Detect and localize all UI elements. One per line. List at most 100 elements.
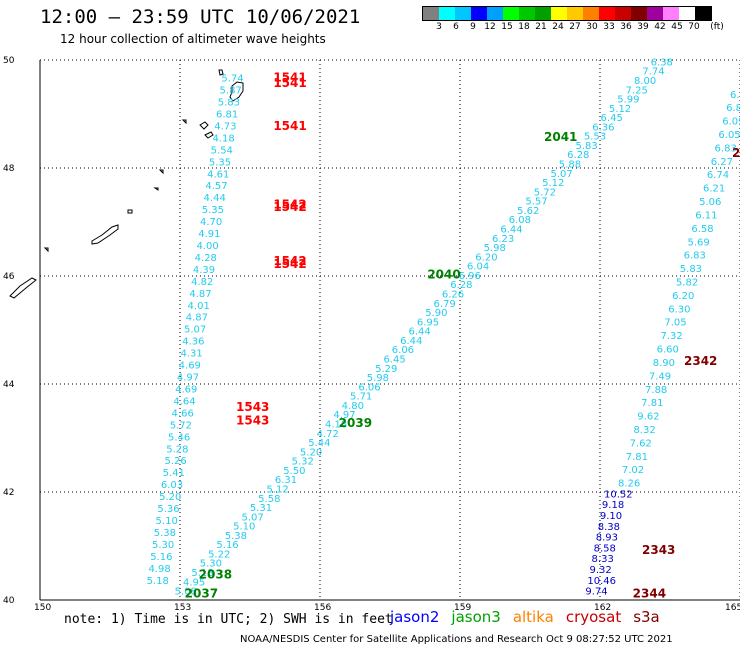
- wave-height-value: 5.88: [559, 160, 581, 171]
- wave-height-value: 5.08: [175, 587, 197, 598]
- wave-height-value: 7.02: [622, 465, 644, 476]
- wave-height-value: 9.62: [637, 412, 659, 423]
- wave-height-value: 8.33: [592, 554, 614, 565]
- wave-height-value: 4.36: [182, 337, 204, 348]
- wave-height-value: 5.74: [221, 74, 243, 85]
- wave-height-value: 10.46: [587, 576, 616, 587]
- axis-labels: 50 48 46 44 42 40 150 153 156 159 162 165: [3, 56, 740, 613]
- wave-height-value: 4.18: [212, 133, 234, 144]
- wave-height-value: 4.28: [195, 253, 217, 264]
- lon-label: 153: [174, 603, 191, 613]
- wave-height-value: 5.18: [147, 576, 169, 587]
- legend-label: 15: [501, 22, 513, 32]
- wave-height-value: 4.00: [196, 241, 218, 252]
- coastline: [9, 69, 244, 299]
- wave-height-value: 5.82: [676, 277, 698, 288]
- footer-note: note: 1) Time is in UTC; 2) SWH is in fe…: [64, 612, 393, 627]
- wave-height-value: 8.32: [633, 425, 655, 436]
- satellite-jason3: jason3: [451, 608, 501, 626]
- color-legend: [422, 6, 712, 21]
- lon-label: 162: [594, 603, 611, 613]
- wave-height-value: 4.31: [180, 349, 202, 360]
- wave-height-value: 5.99: [617, 95, 639, 106]
- wave-height-value: 5.30: [152, 540, 174, 551]
- wave-height-value: 5.07: [550, 169, 572, 180]
- wave-height-value: 6.06: [358, 382, 380, 393]
- wave-height-value: 5.35: [209, 157, 231, 168]
- satellite-altika: altika: [512, 608, 554, 626]
- wave-height-value: 9.74: [585, 587, 607, 598]
- wave-height-value: 6.31: [275, 475, 297, 486]
- wave-height-value: 6.36: [592, 122, 614, 133]
- legend-swatch: [567, 7, 583, 20]
- wave-height-value: 5.20: [300, 447, 322, 458]
- legend-swatch: [535, 7, 551, 20]
- wave-height-value: 4.87: [186, 313, 208, 324]
- lat-label: 42: [3, 488, 14, 498]
- wave-height-value: 5.29: [375, 364, 397, 375]
- wave-height-value: 6.83: [715, 143, 737, 154]
- lat-label: 50: [3, 56, 15, 66]
- wave-height-value: 9.32: [589, 565, 611, 576]
- legend-swatch: [519, 7, 535, 20]
- wave-height-value: 5.83: [218, 98, 240, 109]
- wave-height-value: 5.07: [184, 325, 206, 336]
- pass-time-label: 2041: [544, 130, 577, 144]
- wave-height-value: 6.26: [442, 290, 464, 301]
- wave-height-value: 5.57: [525, 197, 547, 208]
- color-legend-labels: 3 6 9 12 15 18 21 24 27 30 33 36 39 42 45 70 (ft): [422, 22, 740, 34]
- lat-label: 48: [3, 164, 15, 174]
- wave-height-value: 4.98: [148, 564, 170, 575]
- wave-height-value: 6.96: [459, 271, 481, 282]
- map-subtitle: 12 hour collection of altimeter wave hei…: [60, 32, 326, 46]
- wave-height-value: 5.28: [166, 444, 188, 455]
- pass-time-label: 2344: [633, 586, 666, 600]
- pass-time-label: 1541: [273, 119, 306, 133]
- wave-height-value: 4.97: [333, 410, 355, 421]
- wave-height-value: 5.71: [350, 392, 372, 403]
- legend-label: 42: [654, 22, 666, 32]
- legend-label: 70: [688, 22, 700, 32]
- wave-height-value: 5.98: [367, 373, 389, 384]
- wave-height-value: 6.45: [601, 113, 623, 124]
- wave-height-value: 5.22: [208, 549, 230, 560]
- wave-height-value: 5.10: [156, 516, 178, 527]
- wave-height-value: 5.62: [517, 206, 539, 217]
- wave-height-value: 5.12: [267, 484, 289, 495]
- wave-height-value: 7.32: [660, 331, 682, 342]
- wave-height-value: 5.72: [534, 187, 556, 198]
- pass-time-label: 2: [732, 146, 740, 160]
- satellite-cryosat: cryosat: [565, 608, 622, 626]
- legend-label: 9: [470, 22, 476, 32]
- wave-height-value: 5.36: [157, 504, 179, 515]
- pass-time-label: 1541: [273, 71, 306, 85]
- wave-height-value: 6.20: [672, 291, 694, 302]
- legend-label: 27: [569, 22, 581, 32]
- map-grid: [39, 59, 740, 601]
- wave-height-value: 7.05: [664, 318, 686, 329]
- wave-height-value: 7.74: [642, 67, 664, 78]
- wave-height-value: 8.93: [596, 533, 618, 544]
- legend-label: 36: [620, 22, 632, 32]
- pass-time-label: 1542: [273, 200, 306, 214]
- legend-swatch: [663, 7, 679, 20]
- wave-height-value: 8.90: [653, 358, 675, 369]
- legend-label: 39: [637, 22, 649, 32]
- wave-height-value: 5.20: [159, 492, 181, 503]
- satellite-jason2: jason2: [390, 608, 440, 626]
- wave-height-value: 7.25: [626, 85, 648, 96]
- wave-height-value: 9.10: [600, 511, 622, 522]
- wave-height-value: 6.45: [383, 354, 405, 365]
- wave-height-value: 6.23: [492, 234, 514, 245]
- wave-height-value: 4.61: [207, 169, 229, 180]
- wave-height-value: 5.18: [191, 568, 213, 579]
- legend-swatch: [631, 7, 647, 20]
- legend-swatch: [487, 7, 503, 20]
- wave-height-value: 5.35: [202, 205, 224, 216]
- legend-swatch: [695, 7, 711, 20]
- wave-height-value: 9.18: [602, 500, 624, 511]
- wave-height-value: 6.83: [684, 251, 706, 262]
- wave-height-value: 5.72: [170, 420, 192, 431]
- wave-height-value: 6.44: [400, 336, 422, 347]
- wave-height-value: 4.70: [200, 217, 222, 228]
